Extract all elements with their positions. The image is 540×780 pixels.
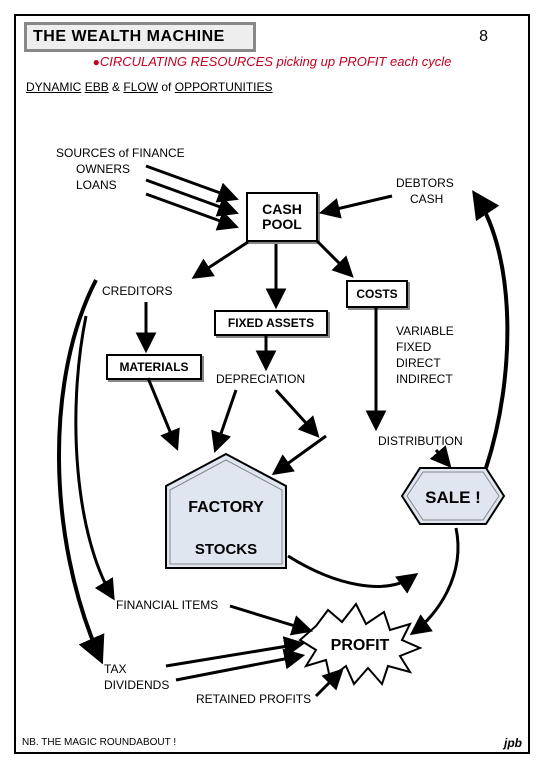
label-fixed: FIXED	[396, 340, 431, 355]
label-debtors: DEBTORS	[396, 176, 454, 191]
sale-text: SALE !	[425, 488, 481, 507]
label-loans: LOANS	[76, 178, 117, 193]
title-text: THE WEALTH MACHINE	[33, 28, 225, 46]
dynamic-ebb-flow: DYNAMIC EBB & FLOW of OPPORTUNITIES	[26, 80, 273, 94]
label-distribution: DISTRIBUTION	[378, 434, 463, 449]
label-creditors: CREDITORS	[102, 284, 172, 299]
label-indirect: INDIRECT	[396, 372, 453, 387]
title-box: THE WEALTH MACHINE	[24, 22, 256, 52]
node-costs: COSTS	[346, 280, 408, 308]
page-number: 8	[479, 28, 488, 46]
label-financial-items: FINANCIAL ITEMS	[116, 598, 218, 613]
node-materials: MATERIALS	[106, 354, 202, 380]
factory-text: FACTORY	[188, 499, 264, 516]
label-tax: TAX	[104, 662, 126, 677]
label-direct: DIRECT	[396, 356, 441, 371]
label-sources-finance: SOURCES of FINANCE	[56, 146, 185, 161]
diagram-frame: THE WEALTH MACHINE 8 ●CIRCULATING RESOUR…	[14, 14, 530, 754]
arrows	[59, 166, 507, 696]
label-variable: VARIABLE	[396, 324, 454, 339]
node-cash-pool: CASHPOOL	[246, 192, 318, 242]
footer-left: NB. THE MAGIC ROUNDABOUT !	[22, 737, 176, 748]
label-owners: OWNERS	[76, 162, 130, 177]
node-fixed-assets: FIXED ASSETS	[214, 310, 328, 336]
node-profit	[300, 604, 420, 684]
footer-right: jpb	[504, 736, 522, 750]
node-sale	[402, 468, 504, 524]
profit-text: PROFIT	[331, 637, 390, 654]
subtitle: ●CIRCULATING RESOURCES picking up PROFIT…	[16, 54, 528, 69]
label-dividends: DIVIDENDS	[104, 678, 169, 693]
label-depreciation: DEPRECIATION	[216, 372, 305, 387]
node-factory-stocks	[166, 454, 286, 568]
label-retained: RETAINED PROFITS	[196, 692, 311, 707]
label-cash: CASH	[410, 192, 443, 207]
stocks-text: STOCKS	[195, 541, 257, 558]
bullet-icon: ●	[93, 55, 100, 69]
